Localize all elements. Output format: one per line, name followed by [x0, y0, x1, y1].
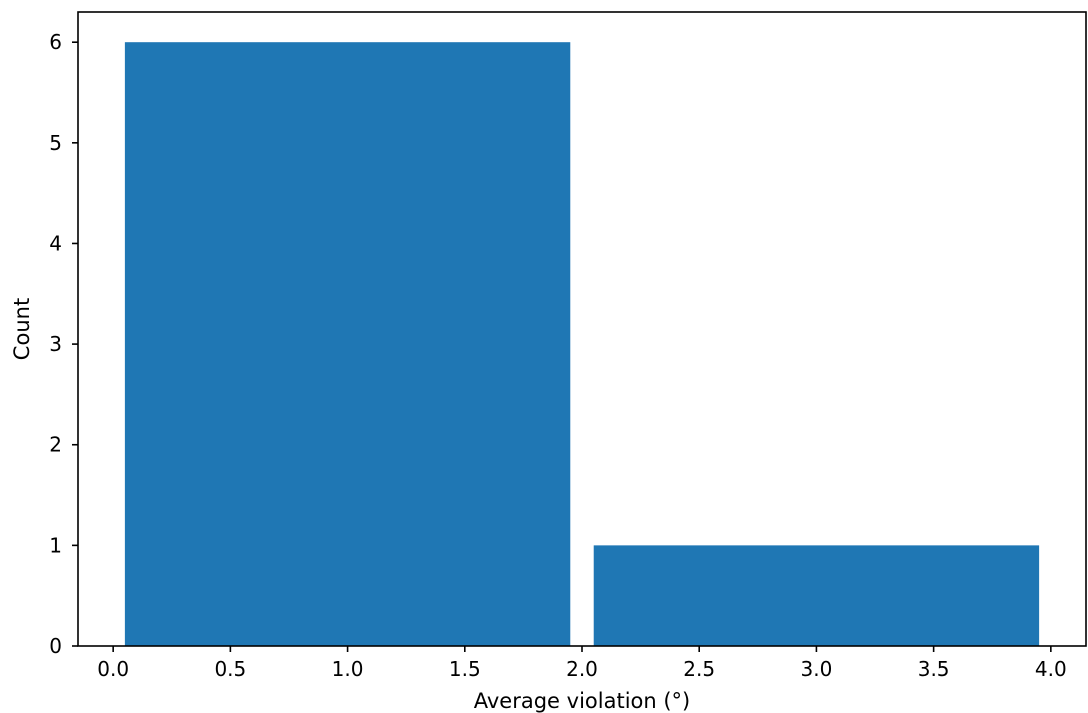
bars-group — [124, 42, 1040, 646]
y-tick-label: 4 — [49, 231, 62, 255]
y-tick-label: 2 — [49, 433, 62, 457]
plot-frame — [77, 11, 1087, 647]
x-tick-label: 4.0 — [1035, 657, 1067, 681]
x-tick-label: 0.5 — [214, 657, 246, 681]
x-axis-label: Average violation (°) — [474, 689, 691, 713]
x-tick-label: 3.5 — [918, 657, 950, 681]
y-tick-label: 0 — [49, 634, 62, 658]
y-tick-label: 3 — [49, 332, 62, 356]
histogram-bar-2 — [593, 545, 1040, 646]
x-axis-ticks: 0.0 0.5 1.0 1.5 2.0 2.5 3.0 3.5 4.0 — [97, 646, 1067, 681]
x-tick-label: 2.0 — [566, 657, 598, 681]
y-axis-ticks: 0 1 2 3 4 5 6 — [49, 30, 78, 658]
x-tick-label: 1.5 — [449, 657, 481, 681]
histogram-bar-1 — [124, 42, 571, 646]
y-tick-label: 1 — [49, 533, 62, 557]
x-tick-label: 0.0 — [97, 657, 129, 681]
y-axis-label: Count — [10, 298, 34, 360]
x-tick-label: 2.5 — [683, 657, 715, 681]
x-tick-label: 1.0 — [332, 657, 364, 681]
x-tick-label: 3.0 — [801, 657, 833, 681]
y-tick-label: 5 — [49, 131, 62, 155]
y-tick-label: 6 — [49, 30, 62, 54]
